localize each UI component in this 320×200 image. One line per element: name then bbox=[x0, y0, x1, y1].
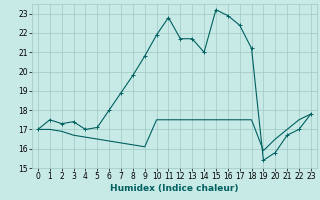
X-axis label: Humidex (Indice chaleur): Humidex (Indice chaleur) bbox=[110, 184, 239, 193]
